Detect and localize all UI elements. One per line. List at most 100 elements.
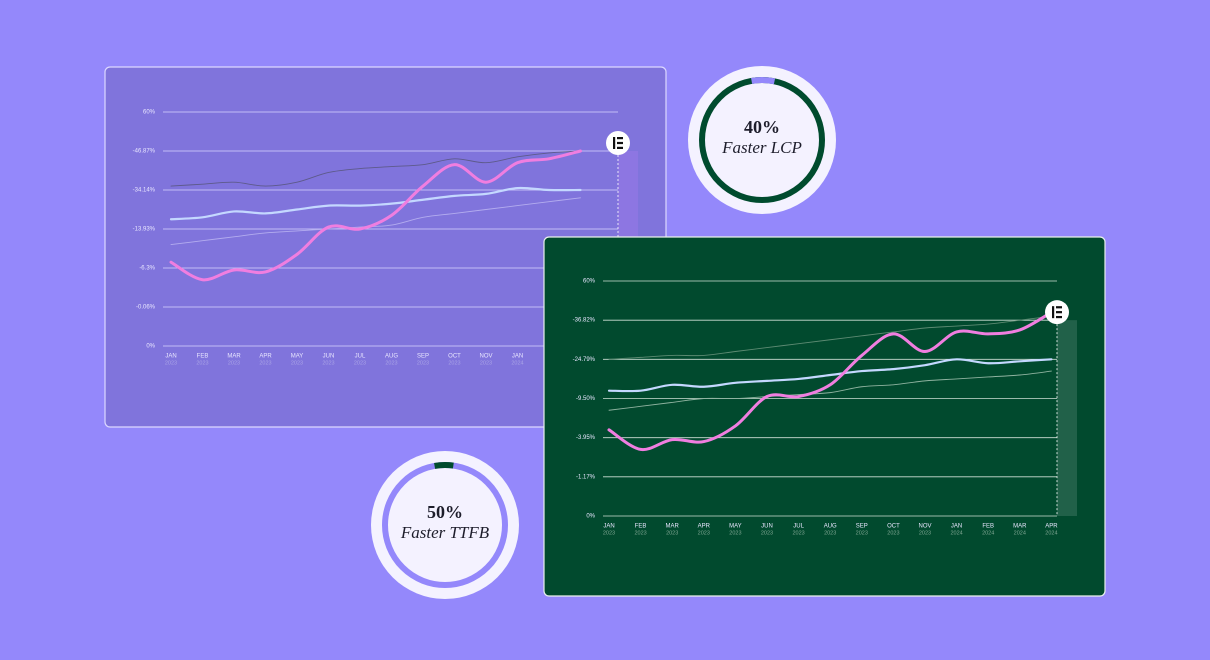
logo-icon	[1045, 300, 1069, 325]
x-tick-label: MAR	[1013, 524, 1027, 530]
x-tick-year: 2023	[919, 530, 931, 536]
series-line	[169, 186, 582, 221]
x-tick-year: 2023	[761, 530, 773, 536]
x-tick-label: JUN	[323, 354, 335, 360]
badge: 50%Faster TTFB	[371, 451, 519, 599]
x-tick-label: OCT	[448, 354, 461, 360]
x-tick-year: 2023	[729, 530, 741, 536]
logo-bar	[617, 146, 623, 149]
x-tick-label: APR	[698, 524, 711, 530]
x-tick-year: 2023	[634, 530, 646, 536]
x-tick-label: JAN	[951, 524, 962, 530]
x-tick-year: 2024	[982, 530, 994, 536]
badge-value: 50%	[427, 502, 463, 522]
x-tick-label: JUL	[355, 354, 366, 360]
x-tick-label: AUG	[824, 524, 837, 530]
y-tick-label: 60%	[143, 110, 156, 116]
x-tick-label: MAY	[291, 354, 304, 360]
x-tick-label: SEP	[417, 354, 429, 360]
series-line	[607, 310, 1053, 452]
x-tick-label: JUN	[761, 524, 773, 530]
x-tick-year: 2023	[228, 360, 240, 366]
x-tick-year: 2024	[511, 360, 523, 366]
badge: 40%Faster LCP	[688, 66, 836, 214]
x-tick-label: OCT	[887, 524, 900, 530]
x-tick-label: FEB	[197, 354, 209, 360]
y-tick-label: -1.17%	[576, 474, 596, 480]
x-tick-label: NOV	[479, 354, 492, 360]
logo-bar	[1052, 306, 1055, 319]
logo-bar	[1056, 315, 1062, 319]
series-line	[169, 149, 582, 282]
chart-card: 0% -1.17% -3.95% -9.50% -24.79% -36.82% 60% JAN…	[543, 236, 1106, 597]
logo-bar	[1056, 311, 1062, 314]
x-tick-year: 2023	[887, 530, 899, 536]
x-tick-year: 2023	[354, 360, 366, 366]
y-tick-label: -13.93%	[133, 227, 156, 233]
badge-bg	[371, 451, 519, 599]
badge-label: Faster TTFB	[400, 523, 490, 542]
badge-ring-segment	[751, 77, 776, 85]
series-line	[170, 197, 581, 246]
x-tick-year: 2023	[385, 360, 397, 366]
x-tick-year: 2023	[856, 530, 868, 536]
x-tick-year: 2023	[165, 360, 177, 366]
x-tick-label: JAN	[165, 354, 176, 360]
y-tick-label: -9.50%	[576, 396, 596, 402]
x-tick-year: 2023	[666, 530, 678, 536]
x-tick-year: 2024	[1045, 530, 1057, 536]
x-tick-label: JUL	[793, 524, 804, 530]
badge-label: Faster LCP	[721, 138, 802, 157]
y-tick-label: -24.79%	[573, 357, 596, 363]
series-line	[608, 315, 1052, 360]
badge-value: 40%	[744, 117, 780, 137]
x-tick-year: 2023	[322, 360, 334, 366]
logo-icon	[606, 131, 630, 155]
x-tick-label: NOV	[918, 524, 931, 530]
x-tick-year: 2023	[417, 360, 429, 366]
x-tick-year: 2023	[196, 360, 208, 366]
x-tick-label: SEP	[856, 524, 868, 530]
y-tick-label: 0%	[146, 344, 155, 350]
y-tick-label: -6.3%	[139, 266, 155, 272]
y-tick-label: -3.95%	[576, 435, 596, 441]
x-tick-label: MAY	[729, 524, 742, 530]
y-tick-label: 0%	[586, 514, 595, 520]
series-line	[607, 358, 1053, 393]
x-tick-label: JAN	[603, 524, 614, 530]
series-line	[170, 150, 581, 187]
series-line	[608, 370, 1052, 411]
x-tick-year: 2023	[259, 360, 271, 366]
logo-bar	[617, 137, 623, 140]
x-tick-year: 2023	[698, 530, 710, 536]
x-tick-year: 2024	[1014, 530, 1026, 536]
x-tick-year: 2023	[824, 530, 836, 536]
x-tick-label: FEB	[982, 524, 994, 530]
x-tick-year: 2023	[291, 360, 303, 366]
highlight-column	[1057, 320, 1077, 516]
y-tick-label: -36.82%	[573, 318, 596, 324]
x-tick-label: AUG	[385, 354, 398, 360]
x-tick-year: 2024	[950, 530, 962, 536]
y-tick-label: -46.87%	[133, 149, 156, 155]
x-tick-year: 2023	[792, 530, 804, 536]
x-tick-label: APR	[1045, 524, 1058, 530]
x-tick-label: JAN	[512, 354, 523, 360]
x-tick-label: MAR	[666, 524, 680, 530]
x-tick-label: MAR	[227, 354, 241, 360]
y-tick-label: 60%	[583, 279, 596, 285]
x-tick-label: FEB	[635, 524, 647, 530]
card	[543, 236, 1106, 597]
logo-bar	[613, 137, 616, 149]
badge-bg	[688, 66, 836, 214]
y-tick-label: -34.14%	[133, 188, 156, 194]
x-tick-year: 2023	[603, 530, 615, 536]
x-tick-year: 2023	[480, 360, 492, 366]
logo-bar	[617, 141, 623, 145]
logo-bar	[1056, 306, 1062, 309]
x-tick-year: 2023	[448, 360, 460, 366]
y-tick-label: -0.06%	[136, 305, 156, 311]
badge-ring-segment	[434, 462, 454, 469]
x-tick-label: APR	[259, 354, 272, 360]
